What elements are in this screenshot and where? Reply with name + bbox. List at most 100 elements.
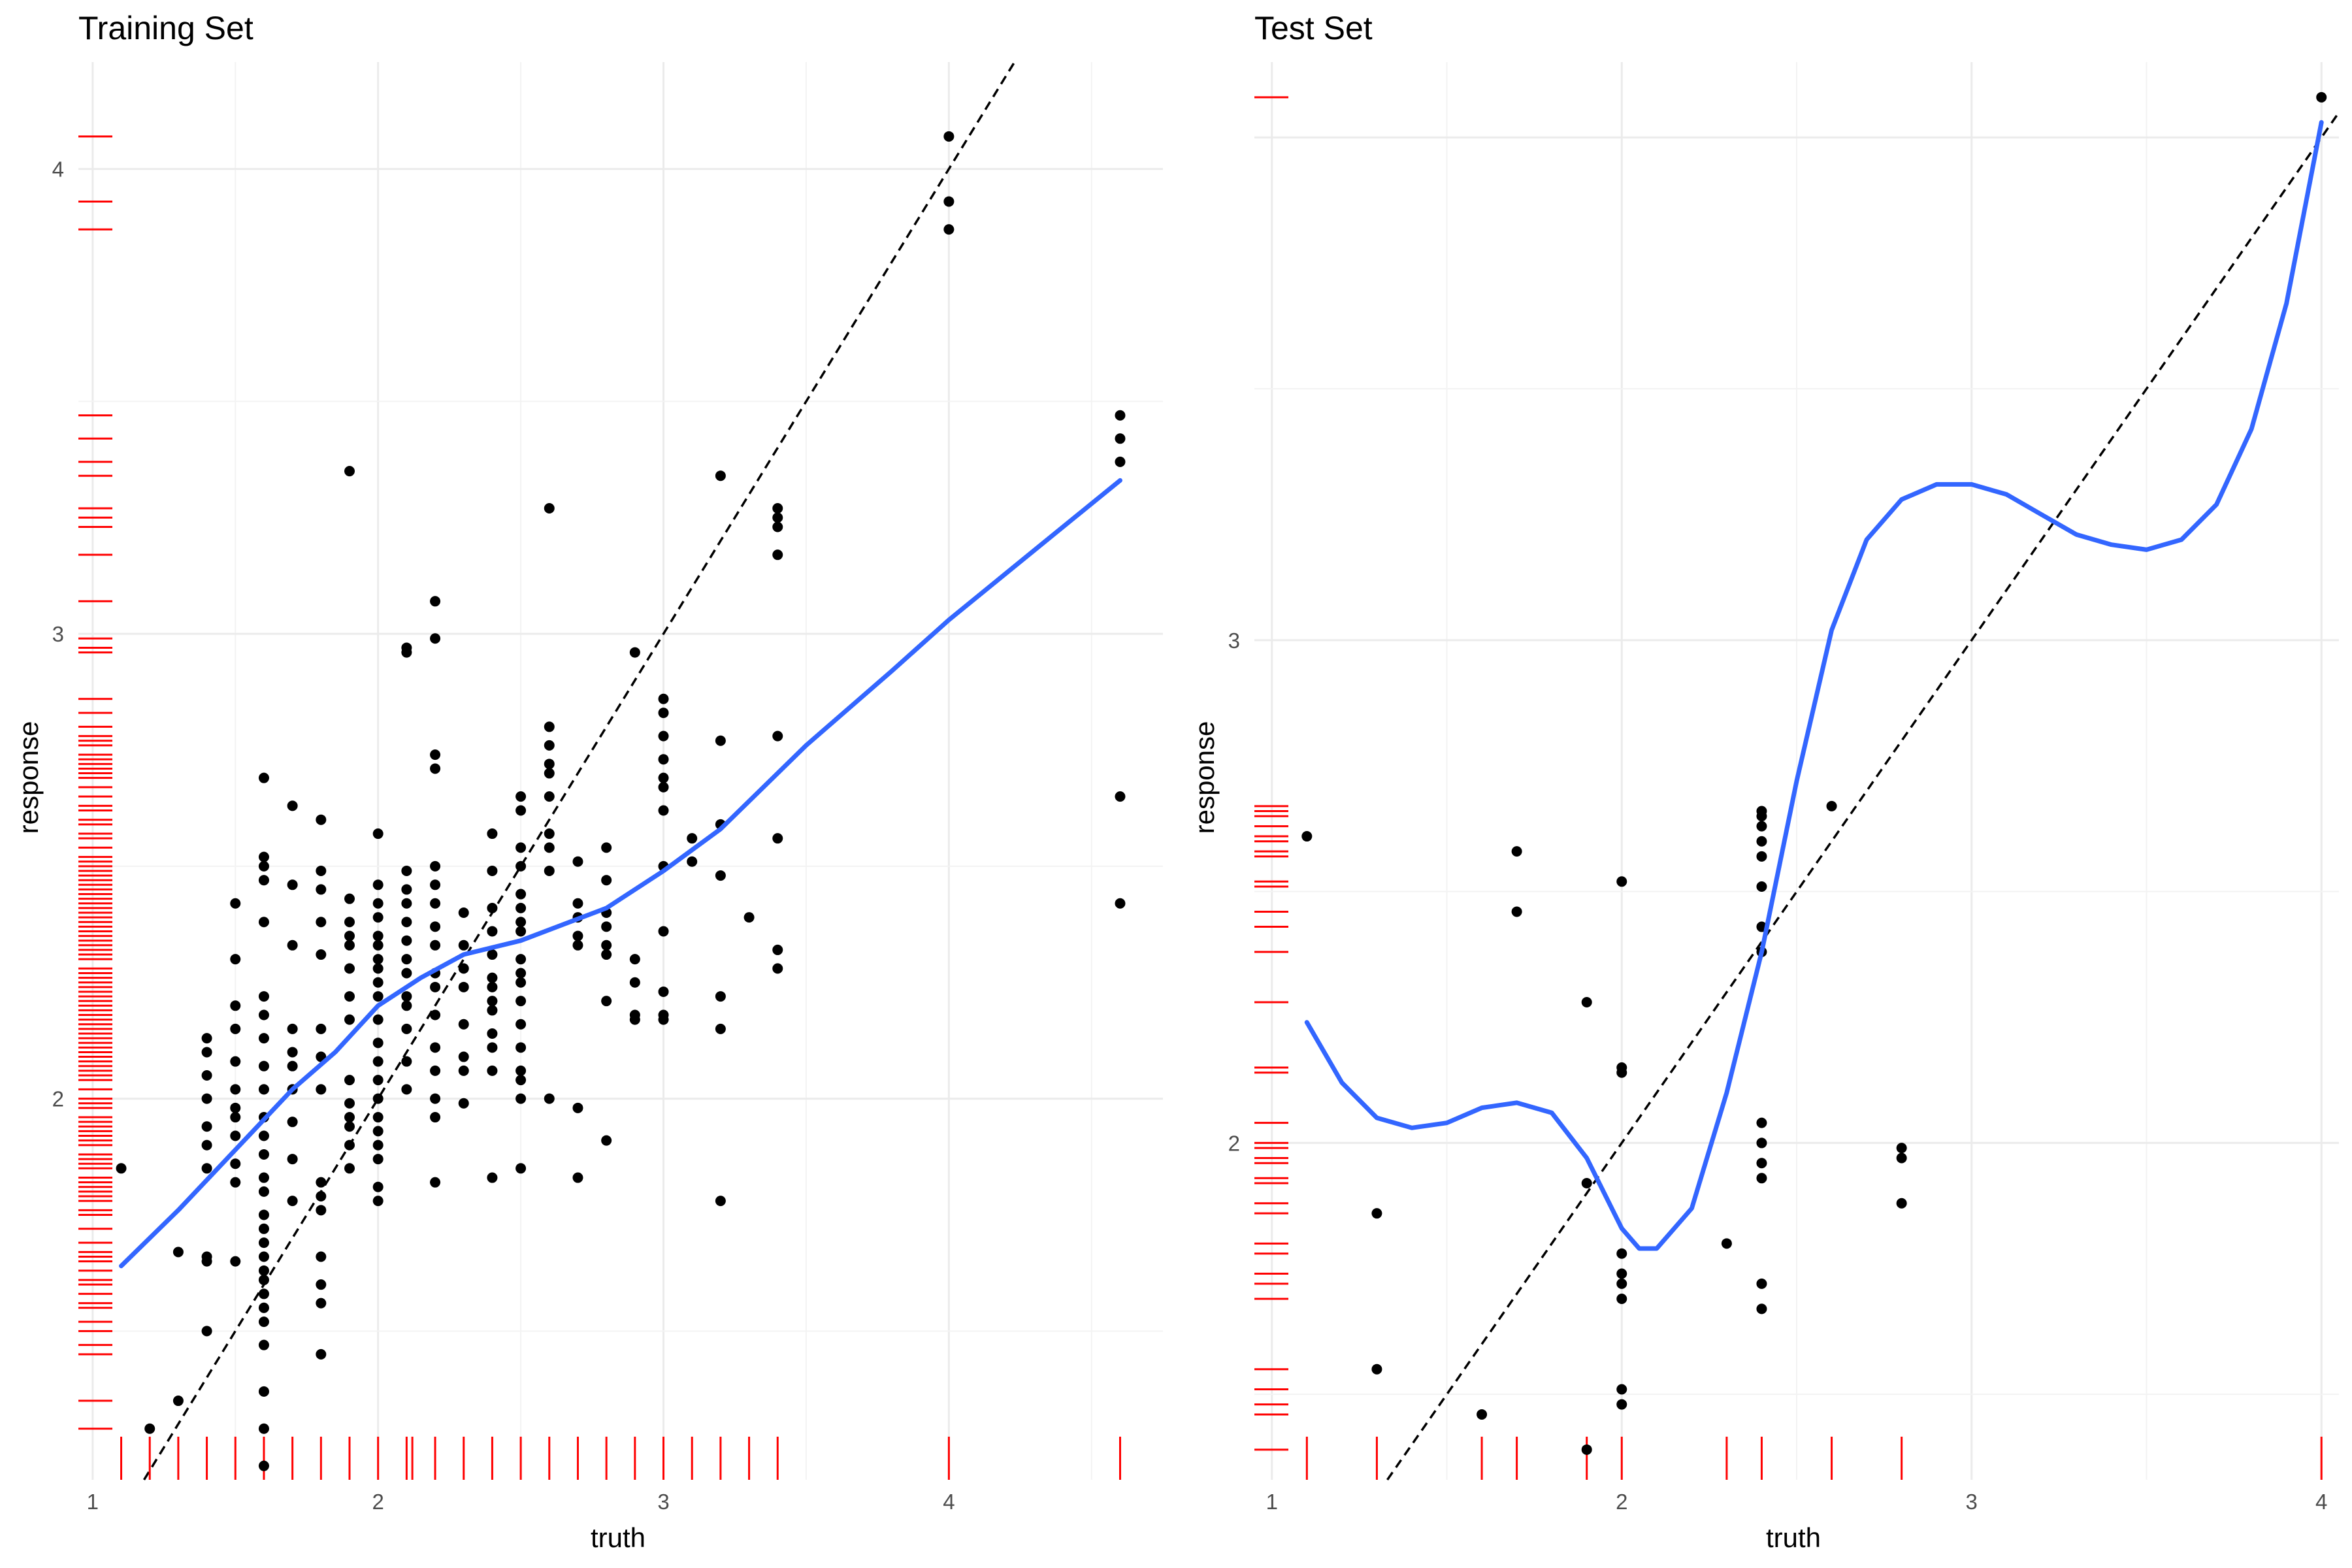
data-point [658,986,669,997]
data-point [572,930,583,941]
data-point [515,1075,527,1086]
data-point [258,875,269,886]
data-point [601,921,612,932]
data-point [658,754,669,765]
data-point [629,954,640,965]
x-tick-label: 3 [1966,1490,1978,1514]
training-x-ticks: 1 2 3 4 [87,1490,955,1514]
data-point [658,730,669,742]
data-point [230,898,241,909]
data-point [316,814,327,825]
data-point [572,856,583,867]
data-point [430,921,441,932]
data-point [601,996,612,1007]
data-point [287,1154,298,1165]
data-point [772,503,783,514]
data-point [487,902,498,913]
data-point [515,902,527,913]
data-point [458,1051,469,1062]
data-point [601,939,612,951]
data-point [344,939,355,951]
data-point [401,884,412,895]
data-point [287,1196,298,1207]
data-point [772,730,783,742]
data-point [943,224,955,235]
data-point [487,926,498,937]
data-point [1115,791,1126,802]
training-grid [78,62,1163,1480]
data-point [515,1065,527,1076]
data-point [772,963,783,974]
data-point [230,1130,241,1141]
data-point [258,1009,269,1021]
data-point [430,1177,441,1188]
data-point [658,805,669,816]
data-point [230,1084,241,1095]
data-point [401,1000,412,1011]
panel-title: Test Set [1254,10,1373,46]
data-point [544,865,555,876]
data-point [372,930,384,941]
data-point [544,828,555,840]
data-point [715,1196,726,1207]
data-point [344,466,355,477]
data-point [258,1265,269,1276]
data-point [1756,1303,1767,1315]
data-point [430,939,441,951]
data-point [316,865,327,876]
data-point [372,991,384,1002]
data-point [658,693,669,704]
data-point [258,1302,269,1313]
data-point [1616,1384,1627,1395]
smooth-curve [119,478,1122,1269]
data-point [1581,1177,1592,1188]
data-point [1896,1143,1907,1154]
data-point [201,1256,212,1267]
test-points [1301,91,2327,1455]
data-point [372,828,384,840]
data-point [201,1326,212,1337]
data-point [515,1019,527,1030]
data-point [487,996,498,1007]
x-axis-title: truth [1766,1522,1821,1553]
data-point [544,740,555,751]
data-point [458,907,469,918]
data-point [715,991,726,1002]
data-point [430,1042,441,1053]
data-point [230,1000,241,1011]
y-tick-label: 2 [52,1087,64,1111]
data-point [287,1060,298,1071]
data-point [1756,1278,1767,1289]
data-point [458,981,469,992]
data-point [1616,1278,1627,1289]
data-point [487,828,498,840]
data-point [401,968,412,979]
data-point [372,1181,384,1192]
data-point [344,893,355,904]
data-point [943,196,955,207]
data-point [515,842,527,853]
data-point [487,865,498,876]
data-point [601,1135,612,1146]
data-point [287,939,298,951]
test-x-ticks: 1 2 3 4 [1266,1490,2328,1514]
data-point [201,1121,212,1132]
data-point [772,944,783,955]
data-point [487,949,498,960]
data-point [201,1163,212,1174]
data-point [372,1196,384,1207]
panel-title: Training Set [78,10,253,46]
data-point [1477,1409,1488,1420]
data-point [287,1023,298,1034]
test-y-ticks: 23 [1228,629,1240,1156]
data-point [430,596,441,607]
data-point [258,1460,269,1471]
data-point [515,968,527,979]
data-point [258,1033,269,1044]
data-point [401,865,412,876]
data-point [258,1084,269,1095]
data-point [201,1070,212,1081]
training-reference-line [142,61,1016,1480]
data-point [572,1102,583,1113]
